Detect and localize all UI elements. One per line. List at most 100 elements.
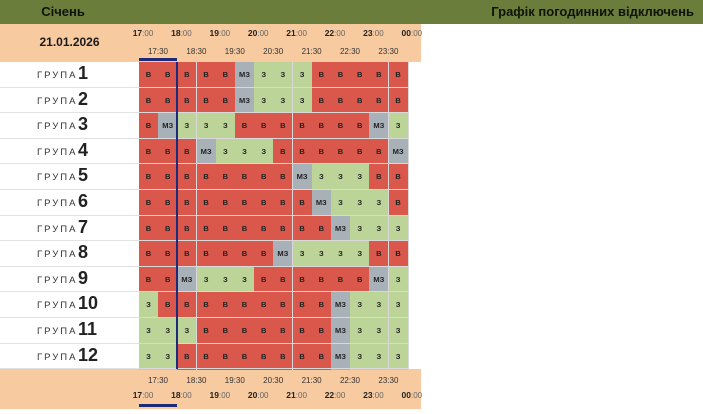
schedule-cell[interactable]: В <box>331 138 351 165</box>
schedule-cell[interactable]: В <box>177 190 198 216</box>
schedule-cell[interactable]: МЗ <box>292 164 313 191</box>
schedule-cell[interactable]: В <box>292 318 313 344</box>
schedule-cell[interactable]: В <box>196 343 217 370</box>
schedule-cell[interactable]: В <box>177 87 198 114</box>
schedule-cell[interactable]: В <box>311 113 332 140</box>
schedule-cell[interactable]: В <box>254 164 275 191</box>
schedule-cell[interactable]: В <box>215 241 236 268</box>
schedule-cell[interactable]: МЗ <box>177 266 198 293</box>
schedule-cell[interactable]: В <box>196 87 217 114</box>
schedule-cell[interactable]: З <box>369 343 390 370</box>
schedule-cell[interactable]: В <box>215 87 236 114</box>
schedule-cell[interactable]: В <box>369 164 390 191</box>
schedule-cell[interactable]: З <box>350 292 371 319</box>
schedule-cell[interactable]: МЗ <box>369 113 390 140</box>
schedule-cell[interactable]: В <box>311 292 332 319</box>
schedule-cell[interactable]: В <box>177 164 198 191</box>
schedule-cell[interactable]: В <box>369 62 390 88</box>
schedule-cell[interactable]: В <box>196 190 217 216</box>
schedule-cell[interactable]: З <box>388 266 409 293</box>
schedule-cell[interactable]: В <box>235 343 255 370</box>
schedule-cell[interactable]: В <box>235 164 255 191</box>
schedule-cell[interactable]: З <box>369 215 390 242</box>
schedule-cell[interactable]: В <box>254 292 275 319</box>
schedule-cell[interactable]: МЗ <box>273 241 294 268</box>
schedule-cell[interactable]: З <box>254 87 275 114</box>
schedule-cell[interactable]: В <box>254 343 275 370</box>
schedule-cell[interactable]: В <box>292 343 313 370</box>
schedule-cell[interactable]: З <box>235 138 255 165</box>
schedule-cell[interactable]: В <box>235 215 255 242</box>
schedule-cell[interactable]: В <box>369 138 390 165</box>
schedule-cell[interactable]: В <box>235 241 255 268</box>
schedule-cell[interactable]: В <box>311 87 332 114</box>
schedule-cell[interactable]: З <box>350 164 371 191</box>
schedule-cell[interactable]: В <box>292 113 313 140</box>
schedule-cell[interactable]: З <box>388 318 409 344</box>
schedule-cell[interactable]: МЗ <box>196 138 217 165</box>
schedule-cell[interactable]: З <box>350 215 371 242</box>
schedule-cell[interactable]: В <box>139 62 159 88</box>
schedule-cell[interactable]: В <box>215 190 236 216</box>
schedule-cell[interactable]: З <box>177 113 198 140</box>
schedule-cell[interactable]: В <box>273 164 294 191</box>
schedule-cell[interactable]: В <box>311 343 332 370</box>
schedule-cell[interactable]: З <box>254 138 275 165</box>
schedule-cell[interactable]: В <box>177 215 198 242</box>
schedule-cell[interactable]: В <box>254 318 275 344</box>
schedule-cell[interactable]: МЗ <box>331 292 351 319</box>
schedule-cell[interactable]: МЗ <box>388 138 409 165</box>
schedule-cell[interactable]: МЗ <box>369 266 390 293</box>
schedule-cell[interactable]: В <box>369 87 390 114</box>
schedule-cell[interactable]: В <box>254 241 275 268</box>
schedule-cell[interactable]: В <box>215 62 236 88</box>
schedule-cell[interactable]: З <box>215 113 236 140</box>
schedule-cell[interactable]: З <box>369 318 390 344</box>
schedule-cell[interactable]: В <box>177 62 198 88</box>
schedule-cell[interactable]: В <box>196 164 217 191</box>
schedule-cell[interactable]: В <box>273 343 294 370</box>
schedule-cell[interactable]: З <box>388 292 409 319</box>
schedule-cell[interactable]: З <box>139 343 159 370</box>
schedule-cell[interactable]: В <box>139 215 159 242</box>
schedule-cell[interactable]: З <box>369 190 390 216</box>
schedule-cell[interactable]: В <box>350 87 371 114</box>
schedule-cell[interactable]: В <box>331 266 351 293</box>
schedule-cell[interactable]: В <box>215 164 236 191</box>
schedule-cell[interactable]: В <box>139 241 159 268</box>
schedule-cell[interactable]: З <box>273 62 294 88</box>
schedule-cell[interactable]: В <box>273 138 294 165</box>
schedule-cell[interactable]: МЗ <box>331 318 351 344</box>
schedule-cell[interactable]: В <box>273 292 294 319</box>
schedule-cell[interactable]: З <box>388 113 409 140</box>
schedule-cell[interactable]: В <box>177 241 198 268</box>
schedule-cell[interactable]: В <box>177 138 198 165</box>
schedule-cell[interactable]: В <box>331 113 351 140</box>
schedule-cell[interactable]: МЗ <box>235 87 255 114</box>
schedule-cell[interactable]: З <box>350 241 371 268</box>
schedule-cell[interactable]: В <box>273 266 294 293</box>
schedule-cell[interactable]: В <box>311 62 332 88</box>
schedule-cell[interactable]: З <box>331 190 351 216</box>
schedule-cell[interactable]: В <box>235 113 255 140</box>
schedule-cell[interactable]: В <box>311 318 332 344</box>
schedule-cell[interactable]: В <box>196 62 217 88</box>
schedule-cell[interactable]: З <box>292 241 313 268</box>
schedule-cell[interactable]: МЗ <box>235 62 255 88</box>
schedule-cell[interactable]: З <box>350 318 371 344</box>
schedule-cell[interactable]: В <box>196 215 217 242</box>
schedule-cell[interactable]: З <box>177 318 198 344</box>
schedule-cell[interactable]: МЗ <box>311 190 332 216</box>
schedule-cell[interactable]: З <box>369 292 390 319</box>
schedule-cell[interactable]: В <box>215 343 236 370</box>
schedule-cell[interactable]: З <box>388 215 409 242</box>
schedule-cell[interactable]: В <box>311 215 332 242</box>
schedule-cell[interactable]: В <box>331 87 351 114</box>
schedule-cell[interactable]: З <box>331 241 351 268</box>
schedule-cell[interactable]: В <box>388 164 409 191</box>
schedule-cell[interactable]: МЗ <box>331 343 351 370</box>
schedule-cell[interactable]: З <box>235 266 255 293</box>
schedule-cell[interactable]: З <box>254 62 275 88</box>
schedule-cell[interactable]: З <box>331 164 351 191</box>
schedule-cell[interactable]: В <box>273 318 294 344</box>
